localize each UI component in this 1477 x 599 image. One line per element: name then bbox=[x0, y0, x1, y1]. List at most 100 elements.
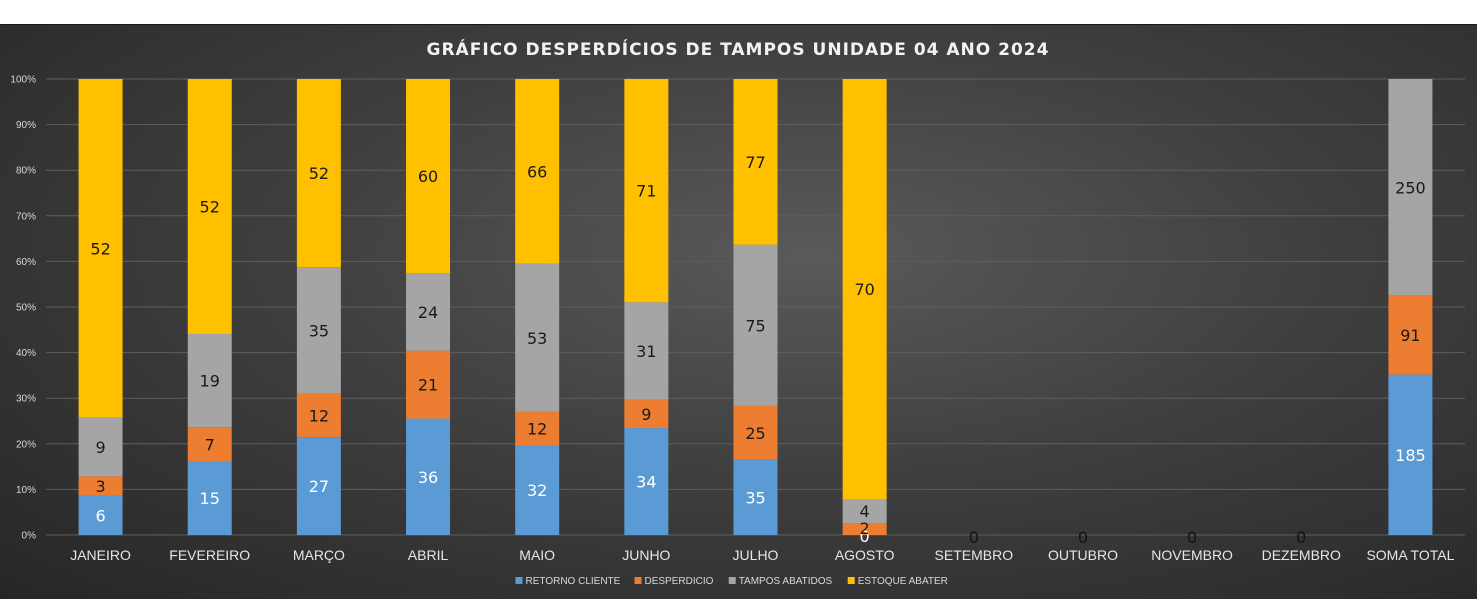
x-tick-setembro: SETEMBRO bbox=[935, 547, 1014, 563]
data-label-estoque-abater: 52 bbox=[200, 197, 220, 216]
data-label-retorno-cliente: 0 bbox=[1296, 528, 1306, 547]
data-label-retorno-cliente: 6 bbox=[95, 506, 105, 525]
y-tick-label: 0% bbox=[22, 531, 37, 542]
data-label-estoque-abater: 70 bbox=[854, 280, 874, 299]
bar-desperdicio-janeiro bbox=[78, 476, 123, 496]
data-label-desperdicio: 3 bbox=[95, 477, 105, 496]
bar-tampos-abatidos-julho bbox=[733, 244, 778, 406]
data-label-tampos-abatidos: 24 bbox=[418, 303, 438, 322]
bar-estoque-abater-abril bbox=[406, 79, 451, 274]
x-tick-soma-total: SOMA TOTAL bbox=[1366, 547, 1454, 563]
x-tick-abril: ABRIL bbox=[408, 547, 449, 563]
x-tick-agosto: AGOSTO bbox=[835, 547, 895, 563]
bar-retorno-cliente-marco bbox=[296, 437, 341, 535]
y-tick-label: 60% bbox=[16, 257, 36, 268]
data-label-estoque-abater: 60 bbox=[418, 167, 438, 186]
data-label-tampos-abatidos: 75 bbox=[745, 316, 765, 335]
x-tick-dezembro: DEZEMBRO bbox=[1262, 547, 1341, 563]
chart-area: GRÁFICO DESPERDÍCIOS DE TAMPOS UNIDADE 0… bbox=[0, 24, 1477, 599]
data-label-estoque-abater: 77 bbox=[745, 153, 765, 172]
bar-retorno-cliente-janeiro bbox=[78, 495, 123, 535]
data-label-retorno-cliente: 0 bbox=[860, 527, 870, 546]
data-label-tampos-abatidos: 19 bbox=[200, 372, 220, 391]
y-tick-label: 40% bbox=[16, 348, 36, 359]
data-label-tampos-abatidos: 250 bbox=[1395, 178, 1426, 197]
bar-tampos-abatidos-marco bbox=[296, 267, 341, 394]
data-label-tampos-abatidos: 35 bbox=[309, 322, 329, 341]
bar-retorno-cliente-fevereiro bbox=[187, 461, 232, 535]
data-label-retorno-cliente: 35 bbox=[745, 488, 765, 507]
bar-estoque-abater-janeiro bbox=[78, 79, 123, 418]
data-label-retorno-cliente: 27 bbox=[309, 477, 329, 496]
bar-retorno-cliente-maio bbox=[515, 445, 560, 535]
bar-tampos-abatidos-maio bbox=[515, 263, 560, 412]
data-label-retorno-cliente: 32 bbox=[527, 481, 547, 500]
bar-desperdicio-maio bbox=[515, 411, 560, 446]
y-tick-label: 100% bbox=[10, 75, 36, 86]
data-label-estoque-abater: 52 bbox=[90, 239, 110, 258]
y-tick-label: 90% bbox=[16, 120, 36, 131]
bar-desperdicio-agosto bbox=[842, 523, 887, 535]
data-label-tampos-abatidos: 4 bbox=[860, 502, 870, 521]
data-label-estoque-abater: 52 bbox=[309, 164, 329, 183]
bar-tampos-abatidos-janeiro bbox=[78, 417, 123, 477]
bars bbox=[78, 79, 1433, 535]
data-label-retorno-cliente: 0 bbox=[969, 528, 979, 547]
legend-swatch-desperdicio bbox=[634, 577, 642, 584]
bar-desperdicio-fevereiro bbox=[187, 427, 232, 462]
data-label-retorno-cliente: 0 bbox=[1078, 528, 1088, 547]
legend-swatch-estoque-abater bbox=[847, 577, 855, 584]
legend-label-desperdicio: DESPERDICIO bbox=[645, 576, 714, 587]
bar-estoque-abater-junho bbox=[624, 79, 669, 303]
data-label-tampos-abatidos: 53 bbox=[527, 329, 547, 348]
stacked-bar-chart: GRÁFICO DESPERDÍCIOS DE TAMPOS UNIDADE 0… bbox=[10, 38, 1465, 587]
data-label-estoque-abater: 71 bbox=[636, 182, 656, 201]
x-axis-ticks: JANEIRO FEVEREIRO MARÇO ABRIL MAIO JUNHO JULHO… bbox=[70, 547, 1454, 563]
x-tick-outubro: OUTUBRO bbox=[1048, 547, 1118, 563]
bar-retorno-cliente-soma-total bbox=[1388, 374, 1433, 535]
legend-label-estoque-abater: ESTOQUE ABATER bbox=[858, 576, 948, 587]
bar-retorno-cliente-julho bbox=[733, 459, 778, 535]
bar-retorno-cliente-abril bbox=[406, 418, 451, 535]
legend-swatch-retorno-cliente bbox=[515, 577, 523, 584]
x-tick-fevereiro: FEVEREIRO bbox=[169, 547, 250, 563]
y-tick-label: 30% bbox=[16, 394, 36, 405]
data-label-desperdicio: 2 bbox=[860, 519, 870, 538]
data-label-estoque-abater: 66 bbox=[527, 162, 547, 181]
chart-title: GRÁFICO DESPERDÍCIOS DE TAMPOS UNIDADE 0… bbox=[427, 38, 1050, 60]
data-label-desperdicio: 91 bbox=[1400, 326, 1420, 345]
data-label-retorno-cliente: 34 bbox=[636, 473, 656, 492]
bar-tampos-abatidos-abril bbox=[406, 273, 451, 351]
data-label-tampos-abatidos: 31 bbox=[636, 342, 656, 361]
data-label-desperdicio: 12 bbox=[527, 420, 547, 439]
x-tick-junho: JUNHO bbox=[622, 547, 670, 563]
y-tick-label: 70% bbox=[16, 211, 36, 222]
x-tick-novembro: NOVEMBRO bbox=[1151, 547, 1233, 563]
legend: RETORNO CLIENTE DESPERDICIO TAMPOS ABATIDO… bbox=[515, 576, 948, 587]
data-label-tampos-abatidos: 9 bbox=[95, 438, 105, 457]
data-label-desperdicio: 12 bbox=[309, 407, 329, 426]
y-tick-label: 50% bbox=[16, 303, 36, 314]
bar-tampos-abatidos-fevereiro bbox=[187, 333, 232, 428]
bar-desperdicio-marco bbox=[296, 393, 341, 438]
bar-desperdicio-julho bbox=[733, 405, 778, 460]
data-label-desperdicio: 9 bbox=[641, 405, 651, 424]
bar-estoque-abater-agosto bbox=[842, 79, 887, 499]
y-tick-label: 80% bbox=[16, 166, 36, 177]
x-tick-julho: JULHO bbox=[733, 547, 779, 563]
y-tick-label: 20% bbox=[16, 439, 36, 450]
bar-estoque-abater-marco bbox=[296, 79, 341, 268]
bar-estoque-abater-fevereiro bbox=[187, 79, 232, 334]
x-tick-marco: MARÇO bbox=[293, 547, 345, 563]
data-label-desperdicio: 25 bbox=[745, 424, 765, 443]
bar-desperdicio-abril bbox=[406, 350, 451, 419]
bar-estoque-abater-julho bbox=[733, 79, 778, 245]
data-label-retorno-cliente: 36 bbox=[418, 468, 438, 487]
bar-desperdicio-soma-total bbox=[1388, 295, 1433, 375]
legend-label-retorno-cliente: RETORNO CLIENTE bbox=[526, 576, 621, 587]
bar-retorno-cliente-junho bbox=[624, 428, 669, 535]
data-label-retorno-cliente: 0 bbox=[1187, 528, 1197, 547]
data-labels: 6 3 9 52 15 7 19 52 27 12 35 52 36 21 24 60 32 12 53 66 34 9 3… bbox=[90, 153, 1425, 547]
x-tick-janeiro: JANEIRO bbox=[70, 547, 131, 563]
y-axis-ticks: 0% 10% 20% 30% 40% 50% 60% 70% 80% 90% 100% bbox=[10, 75, 36, 542]
